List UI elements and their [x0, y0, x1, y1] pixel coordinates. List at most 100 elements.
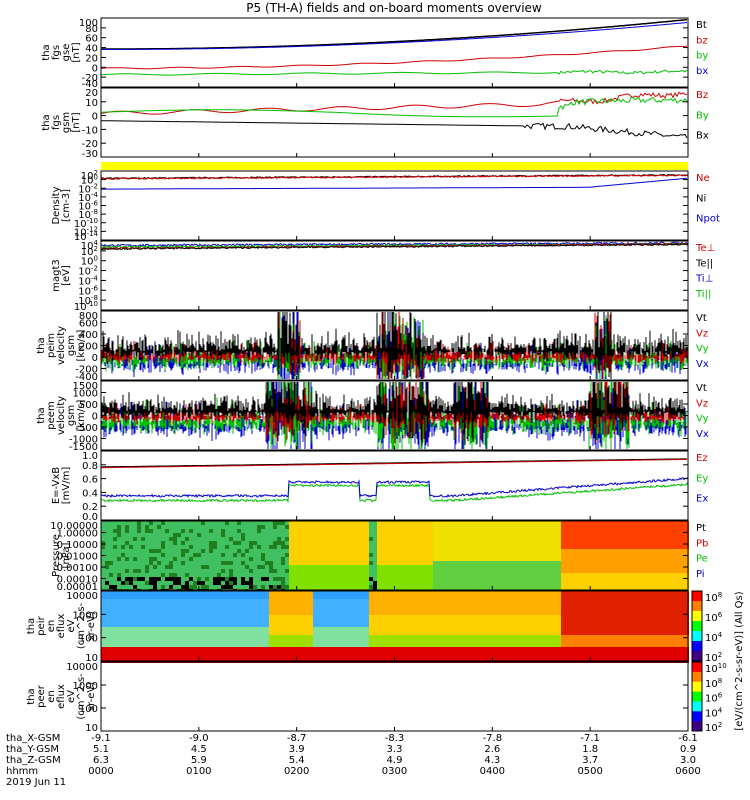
pe-line: [101, 482, 689, 504]
peer-spectrogram: [101, 591, 689, 663]
footer-row-value: -9.0: [189, 733, 209, 744]
peem-legend-1: Vz: [696, 398, 708, 409]
temp-ylabel: [eV]: [61, 265, 72, 286]
efield-legend-2: Ex: [696, 494, 708, 505]
peim-legend-2: Vy: [696, 344, 709, 355]
footer-row-value: -8.7: [287, 733, 307, 744]
ne-line: [100, 174, 689, 180]
peem-ylabel: peem: [46, 401, 57, 429]
fgs_gse-ylabel: [nT]: [71, 42, 82, 62]
bx-gsm-line: [101, 120, 688, 139]
peem-legend-2: Vy: [696, 414, 709, 425]
fgs_gsm-ylabel: gsm: [61, 112, 72, 133]
peer-ylabel: eV: [66, 690, 77, 703]
peem-ytick-label: 1500: [73, 381, 98, 392]
colorbar-segment: [692, 621, 702, 632]
peem-ylabel: tha: [36, 407, 47, 423]
by-gsm-line: [100, 96, 688, 118]
temp-ytick-label: 100: [81, 255, 98, 268]
footer-row-value: 3.9: [289, 744, 305, 755]
temp-ytick-label: 10-6: [78, 284, 98, 297]
colorbar-tick-label: 106: [705, 692, 723, 705]
colorbar-segment: [692, 601, 702, 612]
peir-ylabel: tha: [26, 618, 37, 634]
fgs_gsm-ylabel: tha: [41, 114, 52, 130]
peir-ylabel: eflux: [56, 614, 67, 639]
fgs_gse-ytick-label: 0: [92, 63, 98, 74]
temp-ytick-label: 104: [81, 239, 99, 252]
footer-row-value: -6.1: [678, 733, 698, 744]
colorbar-segment: [692, 701, 702, 712]
footer-row-value: -7.1: [580, 733, 600, 744]
fgs_gse-ylabel: gse: [61, 44, 72, 62]
peim-ylabel: gsm: [66, 335, 77, 356]
fgs_gse-ylabel: fgs: [51, 45, 62, 60]
temp-ytick-label: 102: [81, 245, 98, 258]
peem-ytick-label: 500: [79, 400, 98, 411]
pressure-ytick-label: 0.01000: [57, 552, 98, 563]
temp-legend-2: Ti⊥: [695, 274, 713, 285]
fgs_gsm-ytick-label: 0: [92, 112, 98, 123]
footer-row-value: 0.9: [680, 744, 696, 755]
peir-ylabel: (cm^2-s-: [76, 602, 87, 649]
temp-ytick-label: 10-8: [78, 294, 98, 307]
pressure-ytick-label: 0.00001: [57, 582, 98, 593]
fgs_gsm-frame: [100, 87, 689, 158]
colorbar-segment: [692, 671, 702, 683]
temp-legend-0: Te⊥: [695, 243, 715, 254]
footer-row-value: 0600: [675, 766, 700, 777]
efield-legend-1: Ey: [696, 473, 708, 484]
peir-ytick-label: 10000: [66, 591, 98, 602]
footer-date: 2019 Jun 11: [6, 777, 66, 788]
peem-ylabel: [km/s]: [76, 399, 87, 431]
pb-line: [100, 458, 687, 469]
peem-ytick-label: -1500: [69, 442, 98, 453]
by-line: [100, 69, 688, 76]
fgs_gse-legend-3: bx: [696, 66, 708, 77]
footer-row-label: hhmm: [6, 766, 38, 777]
footer-row-value: 4.3: [484, 755, 500, 766]
peem-ytick-label: 0: [92, 412, 98, 423]
footer-row-value: 6.3: [93, 755, 109, 766]
peir-ylabel: sr-eV): [86, 611, 97, 640]
density-ytick-label: 102: [81, 169, 98, 182]
efield-ylabel: E=-VxB: [51, 467, 62, 504]
fgs_gse-legend-1: bz: [696, 35, 708, 46]
efield-ytick-label: 1.0: [82, 451, 98, 462]
colorbar-tick-label: 108: [705, 591, 722, 604]
colorbar-segment: [692, 721, 702, 732]
peer-ytick-label: 10000: [66, 662, 98, 673]
bt-line: [101, 18, 688, 50]
peem-ytick-label: 1000: [73, 389, 98, 400]
colorbar-segment: [692, 662, 702, 673]
footer-row-value: -9.1: [91, 733, 111, 744]
pressure-ytick-label: 1.00000: [57, 529, 98, 540]
peer-ylabel: tha: [26, 688, 37, 704]
temp-ylabel: magt3: [51, 259, 62, 292]
pressure-legend-0: Pt: [696, 523, 706, 534]
peim-legend-0: Vt: [696, 313, 707, 324]
peim-ytick-label: -200: [75, 365, 98, 376]
temp-legend-1: Te||: [695, 258, 713, 269]
peem-legend-3: Vx: [696, 429, 709, 440]
fgs_gse-legend-2: by: [696, 51, 708, 62]
peim-legend-3: Vx: [696, 359, 709, 370]
peer-ylabel: eflux: [56, 684, 67, 709]
efield-ytick-label: 0.6: [82, 475, 98, 486]
peim-ylabel: tha: [36, 337, 47, 353]
peim-ytick-label: 400: [79, 330, 98, 341]
density-ytick-label: 10-12: [74, 225, 98, 238]
pressure-ylabel: Pressure: [51, 534, 62, 577]
footer-row-value: 0400: [480, 766, 505, 777]
colorbar-segment: [692, 591, 702, 602]
fgs_gsm-legend-0: Bz: [696, 90, 708, 101]
fgs_gse-legend-0: Bt: [696, 20, 707, 31]
footer-row-value: 3.0: [680, 755, 696, 766]
efield-ytick-label: 0.8: [82, 461, 98, 472]
footer-row-value: 0300: [382, 766, 407, 777]
peim-ylabel: [km/s]: [76, 329, 87, 361]
pressure-ytick-label: 0.00010: [57, 575, 98, 586]
fgs_gsm-legend-1: By: [696, 110, 709, 121]
peim-ytick-label: 0: [92, 353, 98, 364]
